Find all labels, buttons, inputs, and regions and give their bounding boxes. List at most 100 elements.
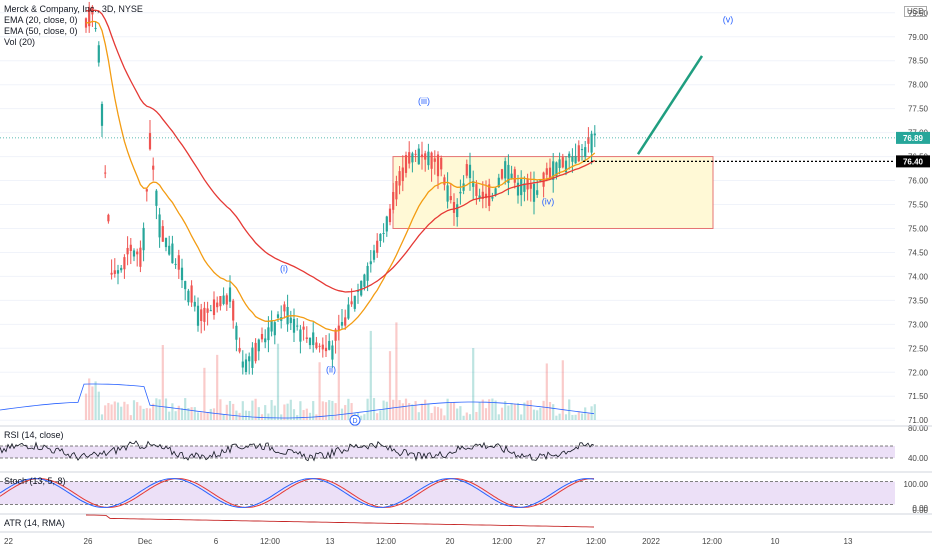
ema20-legend[interactable]: EMA (20, close, 0) — [4, 15, 78, 25]
volume-bar — [168, 411, 171, 420]
volume-bar — [491, 398, 494, 420]
candle-body — [420, 154, 424, 158]
candle-body — [529, 184, 532, 189]
candle-body — [449, 196, 452, 201]
candle-body — [212, 299, 216, 316]
candle-body — [321, 344, 324, 350]
volume-bar — [379, 410, 382, 420]
volume-bar — [369, 330, 372, 420]
candle-body — [414, 153, 417, 155]
volume-bar — [420, 403, 424, 420]
candle-body — [283, 304, 286, 312]
candle-body — [369, 261, 372, 265]
candle-body — [248, 356, 251, 362]
candle-body — [433, 158, 436, 162]
currency-badge[interactable]: USD — [904, 6, 927, 17]
candle-body — [507, 164, 510, 183]
volume-bar — [289, 399, 292, 420]
volume-bar — [177, 405, 180, 420]
volume-bar — [100, 414, 104, 420]
volume-bar — [196, 412, 200, 420]
volume-bar — [344, 405, 347, 420]
candle-body — [417, 148, 420, 165]
volume-bar — [276, 343, 280, 420]
candle-body — [324, 347, 328, 352]
volume-bar — [427, 403, 430, 420]
rsi-axis-label: 80.00 — [908, 424, 929, 433]
candle-body — [97, 45, 100, 63]
time-tick-label: 12:00 — [586, 537, 607, 546]
price-tick-label: 76.00 — [908, 177, 929, 186]
candle-body — [571, 156, 574, 162]
rsi-line — [0, 440, 595, 462]
candle-body — [584, 147, 587, 157]
atr-label[interactable]: ATR (14, RMA) — [4, 518, 65, 528]
volume-bar — [187, 408, 190, 420]
volume-bar — [417, 412, 420, 420]
candle-body — [350, 301, 353, 305]
wave-label: (ii) — [326, 364, 336, 374]
candle-body — [545, 168, 548, 175]
volume-bar — [286, 403, 289, 420]
candle-body — [532, 183, 536, 202]
time-tick-label: 12:00 — [702, 537, 723, 546]
volume-bar — [500, 407, 504, 420]
volume-bar — [580, 413, 584, 420]
volume-bar — [510, 402, 513, 420]
volume-bar — [513, 403, 516, 420]
volume-bar — [193, 407, 196, 420]
volume-bar — [558, 413, 561, 420]
volume-bars — [84, 322, 596, 420]
volume-bar — [324, 402, 328, 420]
volume-bar — [148, 408, 152, 420]
volume-bar — [212, 408, 216, 420]
stoch-label[interactable]: Stoch (13, 5, 8) — [4, 476, 66, 486]
rsi-label[interactable]: RSI (14, close) — [4, 430, 64, 440]
ema-50-line — [86, 9, 596, 293]
volume-bar — [142, 408, 145, 420]
volume-bar — [488, 399, 491, 420]
candle-body — [408, 152, 411, 164]
volume-bar — [555, 415, 558, 420]
volume-bar — [267, 413, 270, 420]
price-tick-label: 71.00 — [908, 416, 929, 425]
volume-bar — [516, 402, 520, 420]
volume-bar — [507, 405, 510, 420]
volume-bar — [475, 411, 478, 420]
earnings-label: D — [352, 418, 357, 425]
volume-bar — [248, 410, 251, 420]
candle-body — [302, 326, 305, 330]
candle-body — [340, 322, 344, 326]
volume-legend[interactable]: Vol (20) — [4, 37, 36, 47]
volume-bar — [504, 401, 507, 420]
volume-bar — [84, 393, 88, 420]
ema-20-line — [85, 20, 596, 332]
candle-body — [440, 157, 443, 170]
volume-bar — [139, 405, 142, 420]
volume-bar — [465, 412, 468, 420]
volume-bar — [408, 403, 411, 420]
candle-body — [289, 317, 292, 324]
candle-body — [126, 247, 129, 255]
candle-body — [484, 193, 488, 199]
time-tick-label: 12:00 — [492, 537, 513, 546]
symbol-title[interactable]: Merck & Company, Inc., 3D, NYSE — [4, 4, 143, 14]
price-tick-label: 72.00 — [908, 368, 929, 377]
volume-bar — [584, 407, 587, 420]
price-tick-label: 77.50 — [908, 105, 929, 114]
candle-body — [164, 237, 168, 248]
ema50-legend[interactable]: EMA (50, close, 0) — [4, 26, 78, 36]
volume-bar — [88, 378, 91, 420]
volume-bar — [292, 409, 296, 420]
price-tick-label: 73.50 — [908, 296, 929, 305]
volume-bar — [424, 399, 427, 420]
candle-body — [116, 270, 120, 274]
volume-bar — [532, 409, 536, 420]
volume-bar — [244, 410, 248, 420]
candle-body — [206, 308, 209, 313]
volume-bar — [468, 414, 472, 420]
candle-body — [488, 184, 491, 206]
candle-body — [299, 329, 302, 342]
time-tick-label: 22 — [4, 537, 13, 546]
